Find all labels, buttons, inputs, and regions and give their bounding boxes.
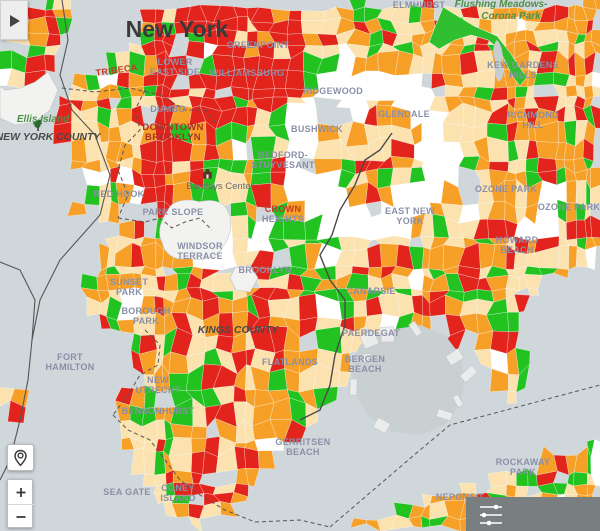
svg-text:DUMBO: DUMBO (150, 104, 186, 114)
svg-text:WILLIAMSBURG: WILLIAMSBURG (210, 68, 285, 78)
svg-text:BUSHWICK: BUSHWICK (291, 124, 343, 134)
svg-text:CANARSIE: CANARSIE (346, 286, 395, 296)
svg-text:RIDGEWOOD: RIDGEWOOD (303, 86, 363, 96)
svg-text:KINGS COUNTY: KINGS COUNTY (198, 324, 280, 336)
svg-text:BEACH: BEACH (500, 245, 534, 255)
svg-text:TERRACE: TERRACE (177, 251, 223, 261)
svg-text:HILLS: HILLS (509, 70, 537, 80)
svg-text:ELMHURST: ELMHURST (393, 0, 446, 10)
svg-text:BEACH: BEACH (348, 364, 382, 374)
svg-text:CROWN: CROWN (265, 204, 302, 214)
svg-text:New York: New York (126, 16, 229, 42)
svg-text:PAERDEGAT: PAERDEGAT (342, 328, 400, 338)
svg-text:ISLAND: ISLAND (160, 493, 195, 503)
svg-text:BENSONHURST: BENSONHURST (122, 406, 195, 416)
svg-text:Barclays Center: Barclays Center (186, 181, 254, 192)
svg-text:NEW: NEW (147, 375, 169, 385)
svg-text:OZONE PARK: OZONE PARK (475, 184, 538, 194)
svg-text:LOWER: LOWER (158, 57, 193, 67)
svg-text:Flushing Meadows-: Flushing Meadows- (455, 0, 548, 10)
svg-text:PARK: PARK (116, 287, 142, 297)
svg-text:EAST NEW: EAST NEW (385, 206, 435, 216)
svg-text:BOROUGH: BOROUGH (121, 306, 170, 316)
svg-text:GREENPOINT: GREENPOINT (227, 40, 290, 50)
svg-text:BROOKLYN: BROOKLYN (238, 265, 291, 275)
svg-text:RED HOOK: RED HOOK (94, 189, 145, 199)
svg-text:HILL: HILL (522, 120, 543, 130)
svg-text:UTRECHT: UTRECHT (135, 385, 180, 395)
svg-text:Ellis Island: Ellis Island (17, 114, 70, 125)
svg-text:NEW YORK COUNTY: NEW YORK COUNTY (0, 131, 101, 143)
svg-text:GLENDALE: GLENDALE (378, 109, 430, 119)
svg-text:CONEY: CONEY (161, 483, 195, 493)
svg-text:BERGEN: BERGEN (345, 354, 385, 364)
svg-text:SEA GATE: SEA GATE (103, 487, 150, 497)
svg-text:EAST SIDE: EAST SIDE (150, 67, 200, 77)
svg-text:HEIGHTS: HEIGHTS (262, 214, 304, 224)
svg-text:BROOKLYN: BROOKLYN (145, 132, 201, 143)
svg-text:ROCKAWAY: ROCKAWAY (496, 457, 551, 467)
svg-text:YORK: YORK (396, 216, 423, 226)
svg-text:PARK SLOPE: PARK SLOPE (143, 207, 204, 217)
svg-text:STUYVESANT: STUYVESANT (251, 160, 315, 170)
svg-text:WINDSOR: WINDSOR (177, 241, 223, 251)
svg-text:BEACH: BEACH (286, 447, 320, 457)
svg-text:SUNSET: SUNSET (110, 277, 149, 287)
svg-text:Corona Park: Corona Park (481, 11, 541, 22)
svg-text:PARK: PARK (133, 316, 159, 326)
svg-text:RICHMOND: RICHMOND (507, 110, 559, 120)
svg-text:FLATLANDS: FLATLANDS (262, 357, 318, 367)
svg-text:KEW GARDENS: KEW GARDENS (487, 60, 559, 70)
svg-text:GERRITSEN: GERRITSEN (275, 437, 330, 447)
svg-text:OZONE PARK: OZONE PARK (538, 202, 600, 212)
svg-text:BEDFORD-: BEDFORD- (258, 150, 308, 160)
svg-text:HOWARD: HOWARD (496, 235, 539, 245)
svg-text:FORT: FORT (57, 352, 83, 362)
svg-text:HAMILTON: HAMILTON (45, 362, 94, 372)
svg-text:PARK: PARK (510, 467, 536, 477)
